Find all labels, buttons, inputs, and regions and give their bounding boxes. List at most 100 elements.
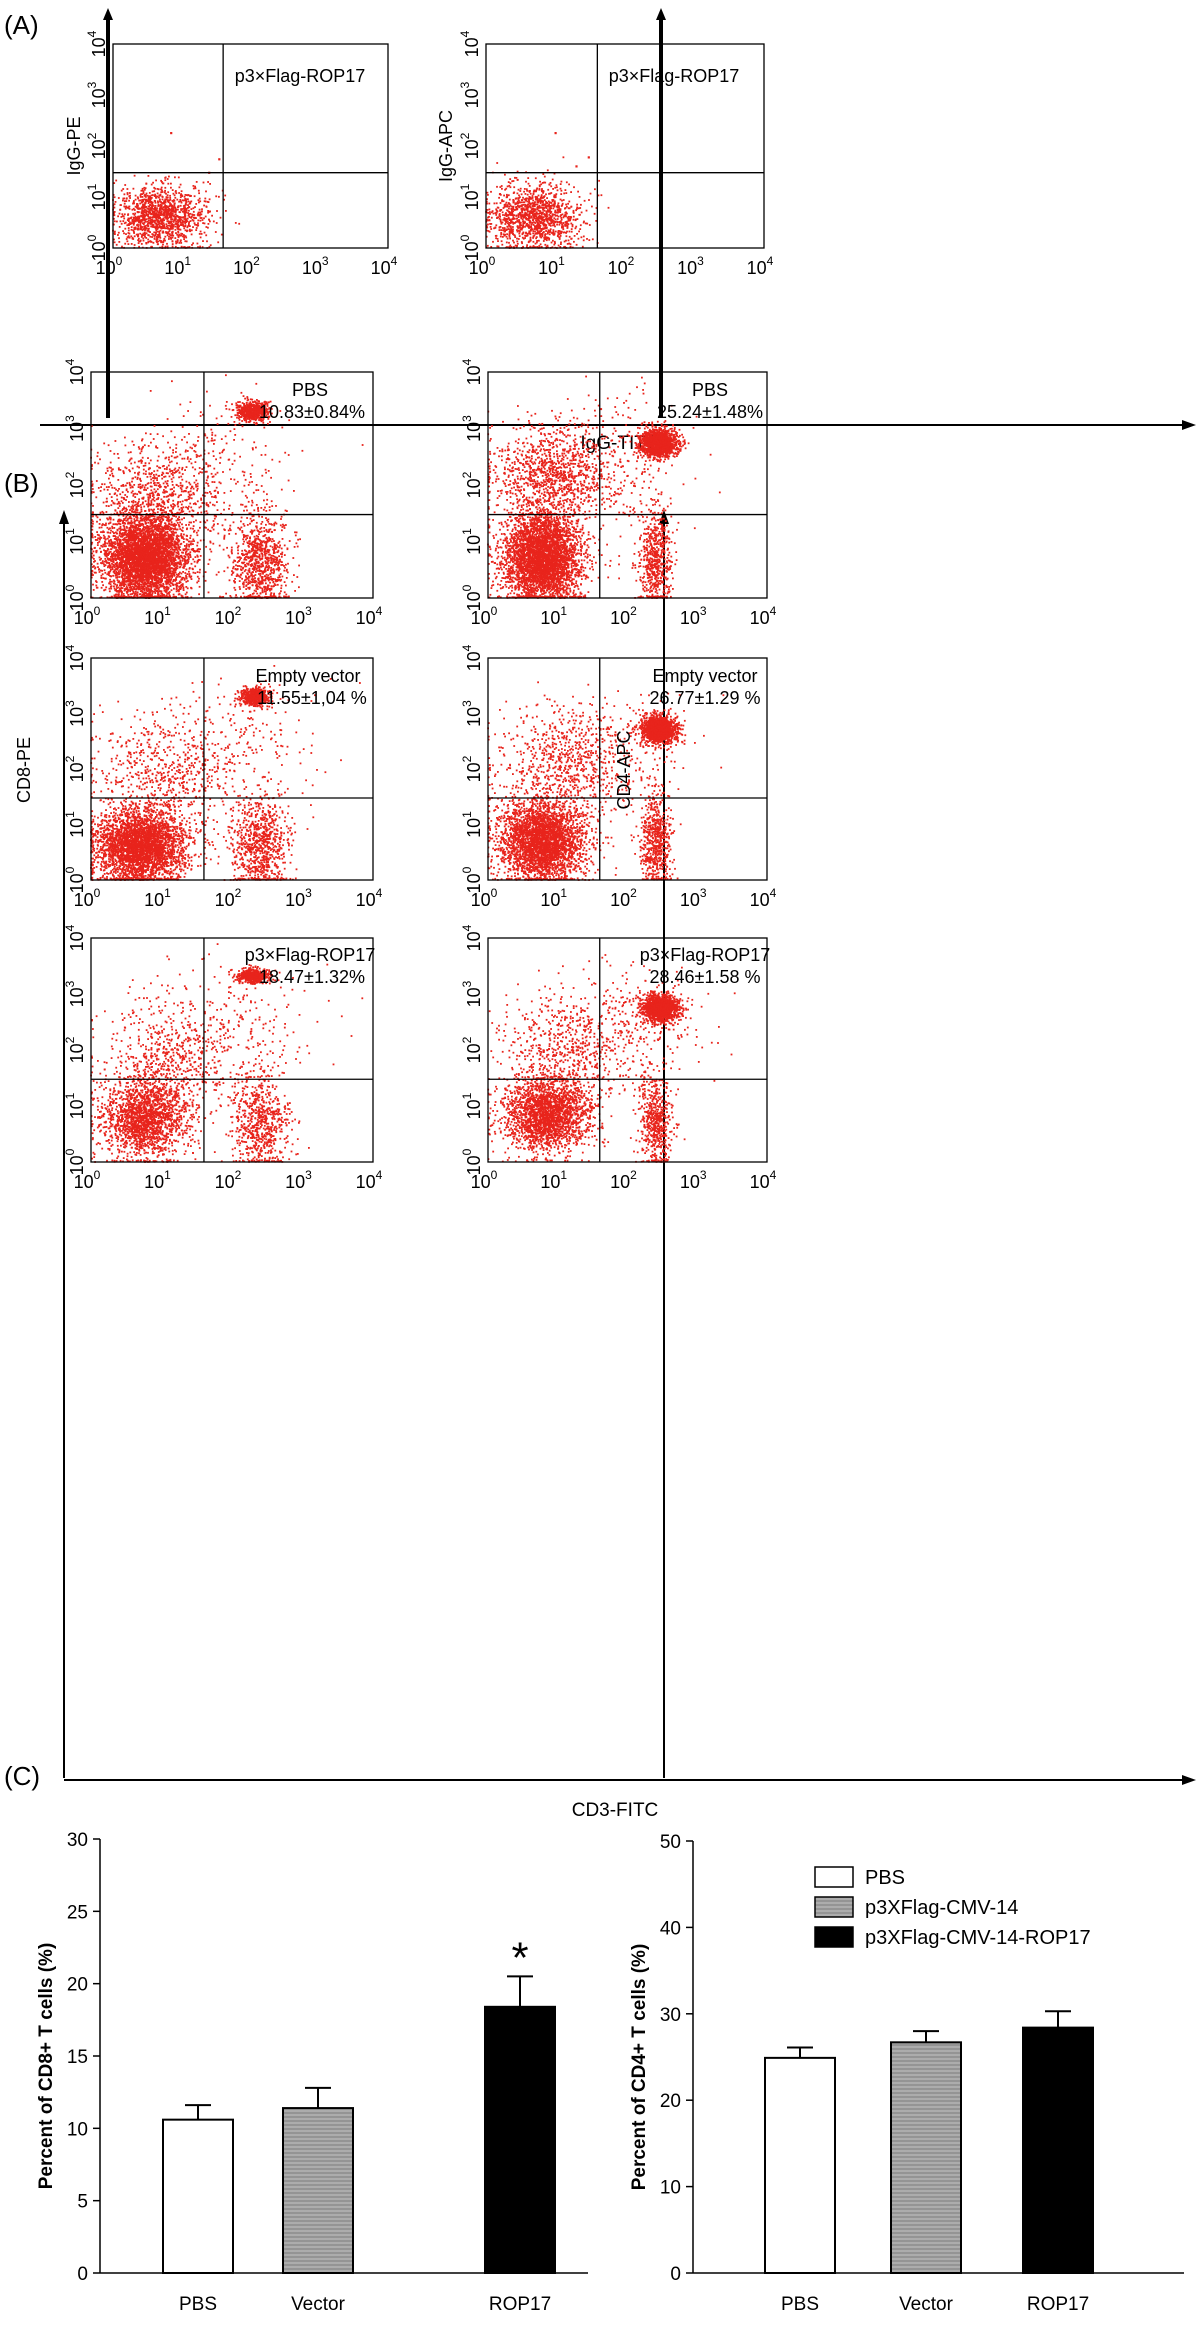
flow-event	[575, 227, 577, 229]
flow-event	[117, 215, 119, 217]
flow-event	[563, 215, 565, 217]
flow-event	[501, 185, 503, 187]
flow-event	[174, 237, 176, 239]
flow-event	[509, 199, 511, 201]
flow-event	[164, 206, 166, 208]
flow-event	[207, 181, 209, 183]
flow-event	[546, 227, 548, 229]
flow-event	[511, 219, 513, 221]
flow-event	[135, 227, 137, 229]
flow-event	[570, 206, 572, 208]
flow-event	[511, 208, 513, 210]
flow-event	[524, 206, 526, 208]
flow-event	[539, 188, 541, 190]
flow-event	[562, 203, 564, 205]
flow-event	[568, 223, 570, 225]
flow-event	[180, 205, 182, 207]
flow-event	[490, 228, 492, 230]
flow-event	[544, 182, 546, 184]
flow-event	[519, 196, 521, 198]
flow-event	[527, 194, 529, 196]
flow-event	[523, 191, 525, 193]
flow-event	[500, 236, 502, 238]
flow-event	[168, 176, 170, 178]
flow-event	[511, 213, 513, 215]
flow-event	[217, 241, 219, 243]
flow-event	[567, 226, 569, 228]
flow-event	[549, 184, 551, 186]
flow-event	[203, 205, 205, 207]
flow-event	[151, 236, 153, 238]
flow-event	[542, 173, 544, 175]
flow-event	[559, 211, 561, 213]
flow-event	[573, 241, 575, 243]
flow-event	[186, 226, 188, 228]
flow-event	[559, 208, 561, 210]
flow-event	[520, 188, 522, 190]
flow-event	[577, 218, 579, 220]
flow-event	[165, 208, 167, 210]
flow-event	[153, 242, 155, 244]
flow-event	[201, 213, 203, 215]
flow-event	[127, 192, 129, 194]
flow-event	[487, 209, 489, 211]
flow-event	[555, 212, 557, 214]
flow-event	[506, 196, 508, 198]
flow-event	[524, 215, 526, 217]
flow-event	[115, 180, 117, 182]
flow-event	[507, 186, 509, 188]
flow-event	[503, 195, 505, 197]
flow-event	[132, 213, 134, 215]
flow-event	[514, 236, 516, 238]
flow-event	[560, 215, 562, 217]
x-tick-exponent: 3	[322, 254, 329, 268]
flow-event	[198, 212, 200, 214]
flow-event	[582, 246, 584, 248]
flow-event	[152, 191, 154, 193]
x-tick-label: 102	[608, 254, 635, 278]
flow-event	[573, 219, 575, 221]
flow-event	[208, 219, 210, 221]
flow-event	[506, 214, 508, 216]
flow-event	[162, 231, 164, 233]
flow-event	[559, 224, 561, 226]
flow-event	[162, 199, 164, 201]
flow-event	[149, 200, 151, 202]
flow-event	[561, 219, 563, 221]
flow-event	[496, 202, 498, 204]
flow-event	[538, 213, 540, 215]
flow-event	[124, 228, 126, 230]
flow-event	[127, 214, 129, 216]
flow-event	[137, 229, 139, 231]
flow-event	[191, 234, 193, 236]
flow-event	[213, 221, 215, 223]
flow-event	[526, 209, 528, 211]
flow-event	[546, 238, 548, 240]
flow-event	[170, 204, 172, 206]
flow-event	[221, 234, 223, 236]
flow-event	[154, 238, 156, 240]
flow-event	[167, 211, 169, 213]
flow-event	[565, 204, 567, 206]
panel-a-x-arrow	[1182, 420, 1196, 430]
flow-event	[145, 183, 147, 185]
flow-event	[503, 233, 505, 235]
flow-event	[513, 242, 515, 244]
flow-event	[122, 188, 124, 190]
flow-event	[180, 194, 182, 196]
flow-event	[163, 215, 165, 217]
flow-event	[576, 204, 578, 206]
flow-event	[516, 208, 518, 210]
flow-event	[487, 192, 489, 194]
flow-event	[556, 186, 558, 188]
flow-event	[580, 204, 582, 206]
flow-event	[542, 234, 544, 236]
x-tick-label: 101	[538, 254, 565, 278]
flow-event	[170, 183, 172, 185]
flow-event	[175, 232, 177, 234]
flow-event	[521, 199, 523, 201]
flow-event	[178, 242, 180, 244]
flow-event	[533, 224, 535, 226]
flow-event	[584, 200, 586, 202]
flow-event	[176, 209, 178, 211]
